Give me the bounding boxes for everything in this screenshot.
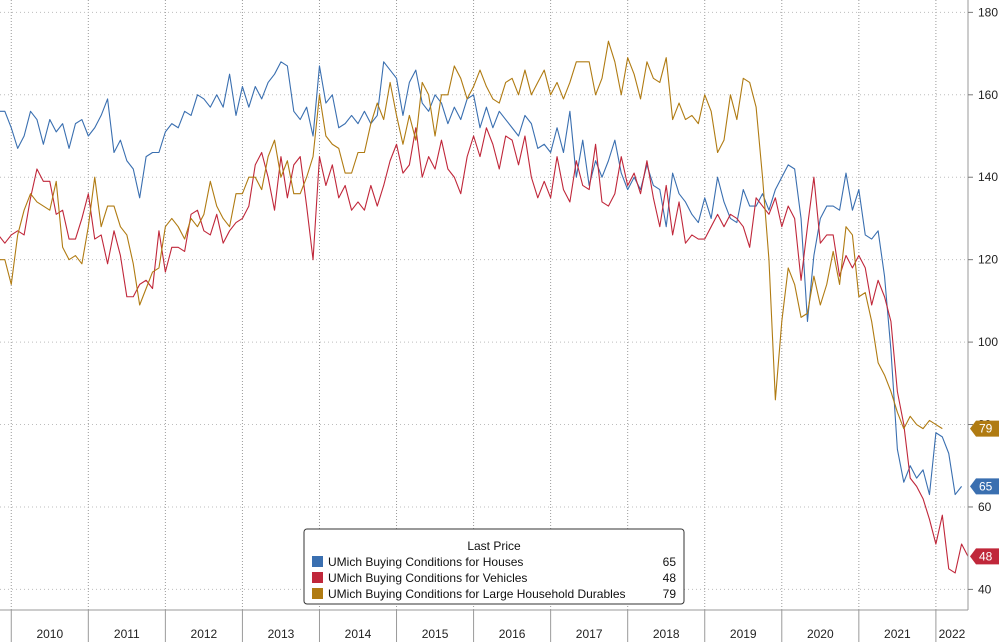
series-line-1 [0,61,963,496]
x-year-label: 2020 [807,627,834,641]
y-tick-label: 100 [978,335,998,349]
legend-swatch-1 [312,556,323,567]
y-tick-label: 40 [978,582,992,596]
legend: Last Price UMich Buying Conditions for Ho… [303,528,685,605]
legend-entry-label-2: UMich Buying Conditions for Vehicles [328,571,527,585]
x-year-label: 2019 [730,627,757,641]
last-value-badge-1 [970,478,999,495]
x-year-label: 2018 [653,627,680,641]
legend-entry-value-2: 48 [663,571,677,585]
y-tick-label: 180 [978,5,998,19]
plot-area [0,0,968,610]
legend-title: Last Price [467,539,521,553]
x-year-label: 2012 [191,627,218,641]
legend-entry-label-3: UMich Buying Conditions for Large Househ… [328,587,626,601]
x-year-label: 2010 [36,627,63,641]
legend-box [303,528,685,605]
legend-swatch-3 [312,588,323,599]
x-year-label: 2013 [268,627,295,641]
last-value-badge-3 [970,420,999,437]
y-tick-label: 160 [978,88,998,102]
legend-entry-label-1: UMich Buying Conditions for Houses [328,555,523,569]
x-year-label: 2014 [345,627,372,641]
y-tick-label: 140 [978,170,998,184]
x-axis: 2010 2011 2012 2013 2014 2015 2016 2017 2018 2019… [0,609,968,642]
legend-entry-value-1: 65 [663,555,677,569]
legend-entry-value-3: 79 [663,587,677,601]
last-value-label-2: 48 [979,549,993,563]
last-value-label-3: 79 [979,422,993,436]
x-year-label: 2016 [499,627,526,641]
x-year-label: 2022 [939,627,966,641]
x-year-label: 2015 [422,627,449,641]
series-line-3 [0,40,943,430]
series-line-2 [0,127,969,574]
series-lines [0,40,969,574]
x-year-label: 2021 [884,627,911,641]
x-year-label: 2011 [114,627,140,641]
y-tick-label: 120 [978,253,998,267]
last-value-label-1: 65 [979,479,993,493]
y-tick-label: 60 [978,500,992,514]
y-axis: 406080100120140160180 [967,0,998,610]
last-value-badge-2 [970,548,999,565]
legend-swatch-2 [312,572,323,583]
x-year-label: 2017 [576,627,603,641]
last-value-badges: 65 48 79 [970,420,999,565]
